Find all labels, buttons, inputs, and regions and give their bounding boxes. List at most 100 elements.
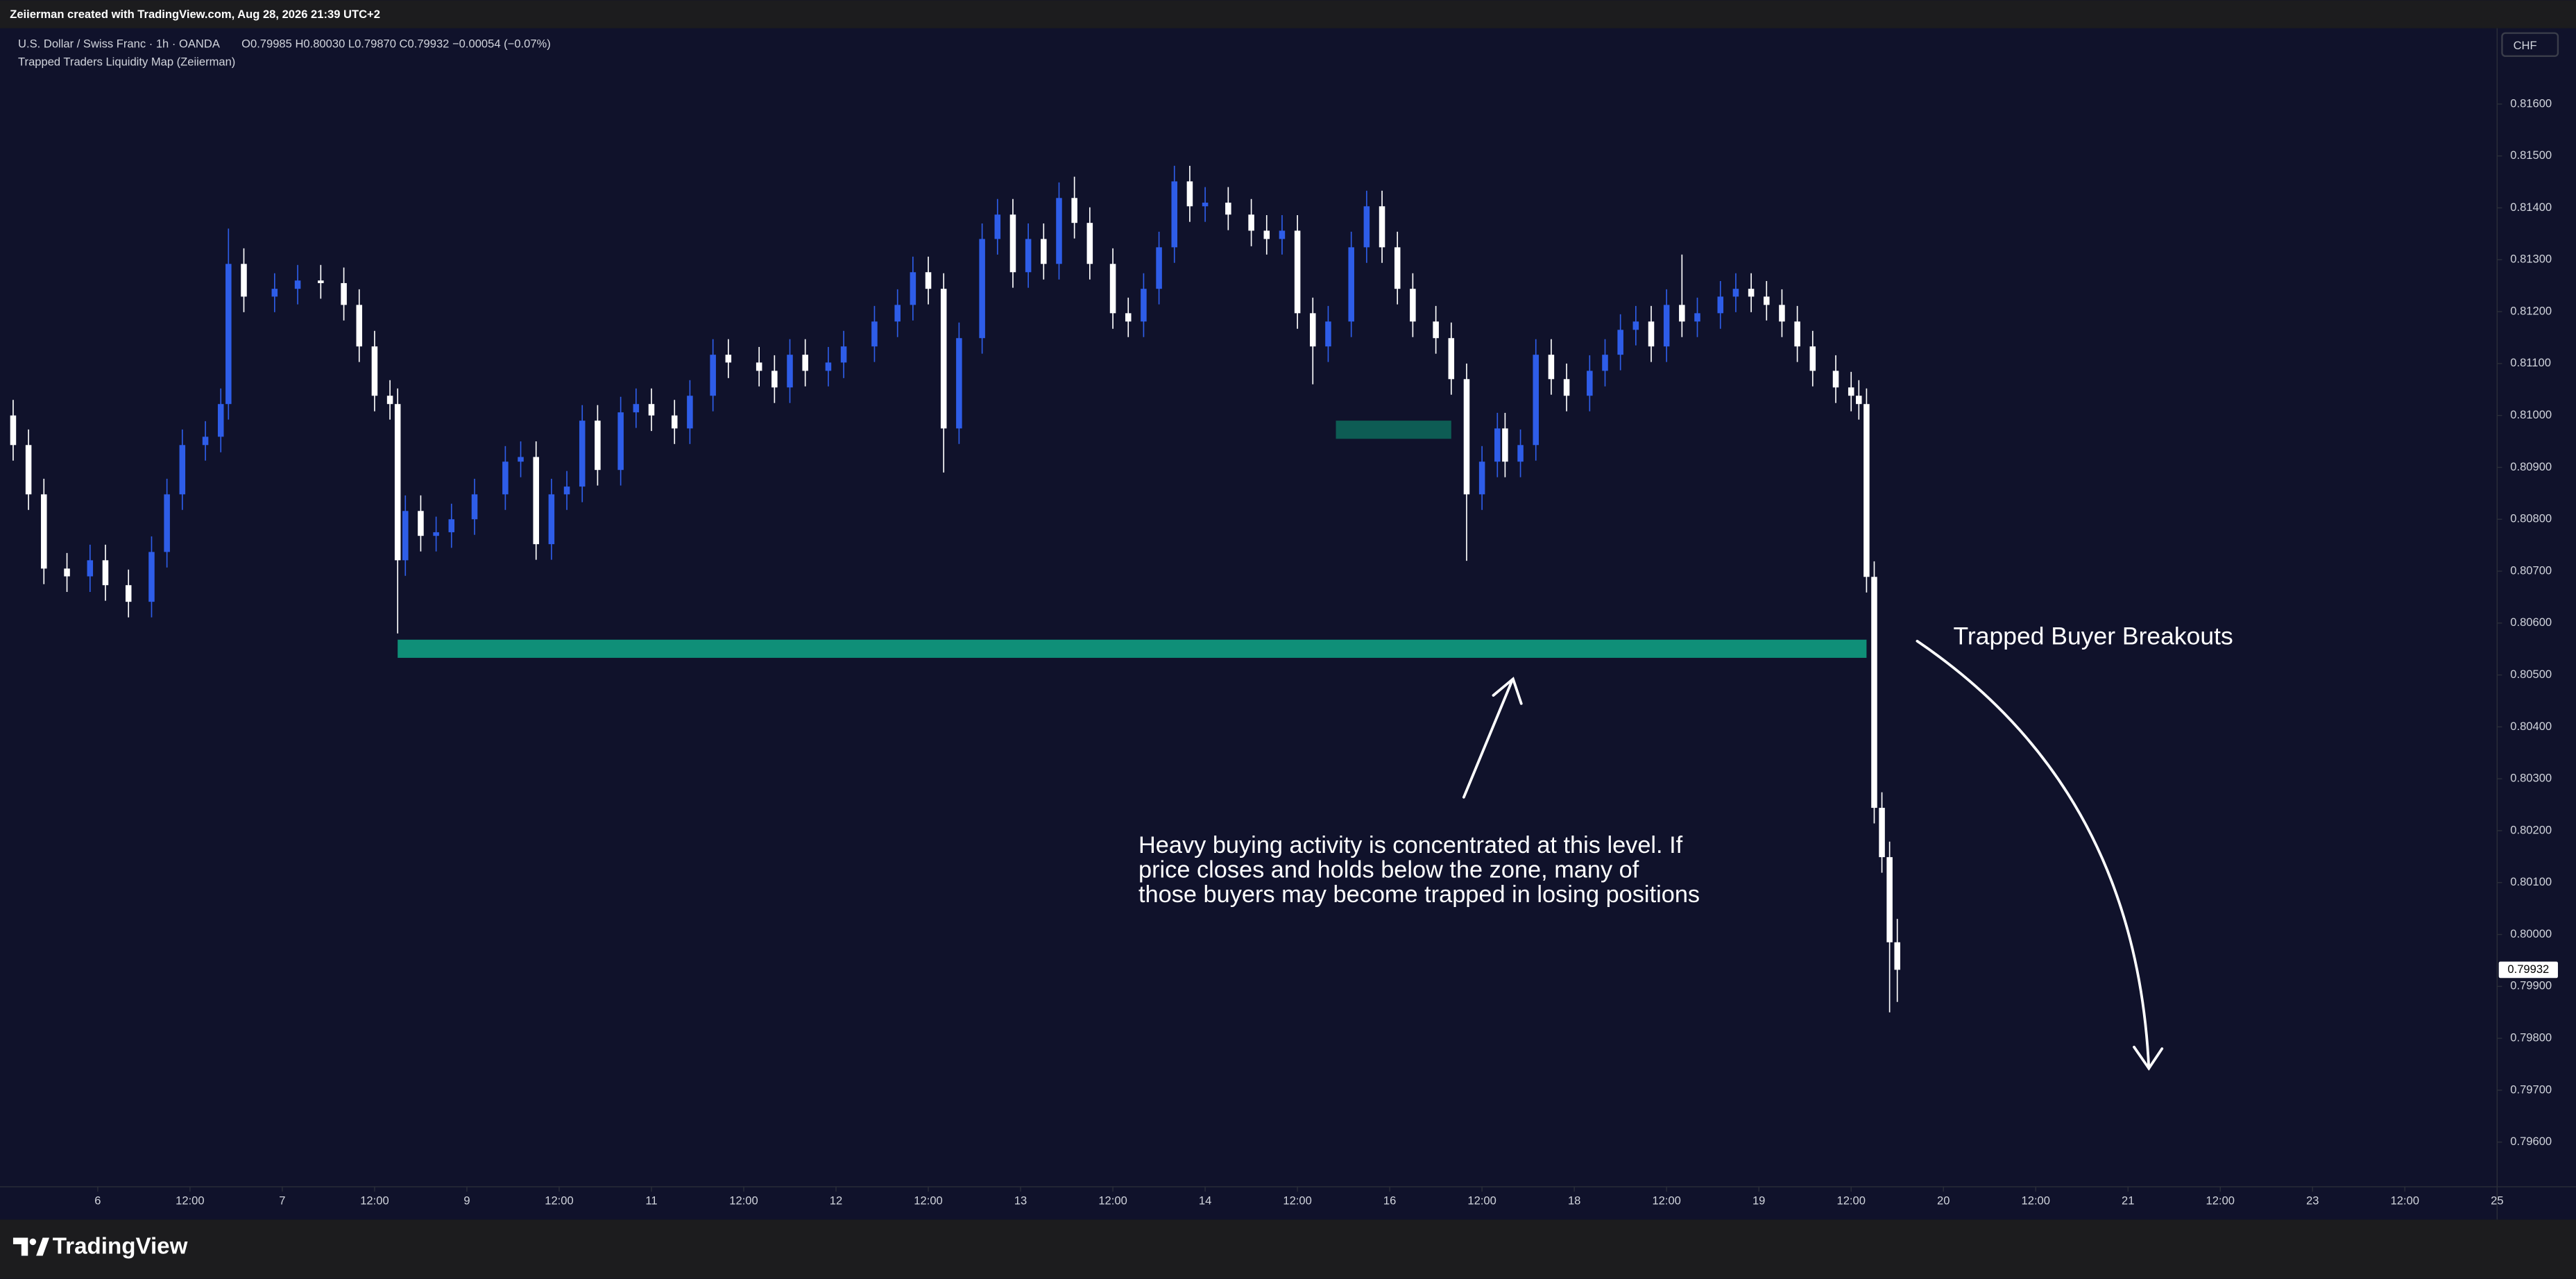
candle-body [1809, 346, 1816, 371]
candle-body [1009, 214, 1016, 273]
arrows [1462, 639, 2164, 1071]
y-tick-label: 0.81100 [2510, 356, 2551, 369]
candle-body [787, 355, 793, 388]
candle-body [1379, 206, 1385, 248]
candle-body [1141, 289, 1147, 322]
candle-body [1279, 230, 1286, 239]
candle-body [87, 560, 94, 577]
brand: TradingView [53, 1233, 188, 1259]
candle-body [471, 494, 478, 520]
x-tick-label: 16 [1383, 1194, 1396, 1208]
candle-body [756, 362, 762, 371]
candle-body [1779, 305, 1785, 322]
candle-body [1125, 313, 1132, 322]
arrow [1916, 639, 2151, 1070]
candle-body [1394, 247, 1401, 289]
candle-body [1310, 313, 1316, 347]
y-tick-label: 0.80000 [2510, 927, 2552, 940]
y-tick-label: 0.81600 [2510, 96, 2552, 110]
candle-body [1478, 461, 1485, 495]
candle-body [1832, 371, 1839, 388]
candle-body [648, 404, 655, 416]
candle-body [1263, 230, 1270, 239]
candle-body [1856, 396, 1862, 405]
annotation: Heavy buying activity is concentrated at… [1138, 832, 1683, 858]
x-tick-label: 12:00 [1098, 1194, 1127, 1208]
candle-body [241, 264, 247, 297]
candle-body [994, 214, 1001, 239]
candle-body [1663, 305, 1670, 347]
candle-body [1225, 203, 1231, 215]
candle-body [1617, 330, 1623, 355]
candle-body [871, 321, 878, 347]
candle-body [1648, 321, 1655, 347]
candle-body [710, 355, 716, 396]
candle-body [595, 421, 601, 471]
candle-body [1502, 428, 1508, 462]
candle-body [1025, 239, 1032, 273]
candle-body [1363, 206, 1370, 248]
candle-body [294, 280, 301, 289]
candle-body [1679, 305, 1685, 322]
candle-body [633, 404, 640, 413]
x-tick-label: 11 [645, 1194, 657, 1208]
y-tick-label: 0.80700 [2510, 564, 2552, 577]
y-tick-label: 0.79700 [2510, 1083, 2552, 1096]
indicator: Trapped Traders Liquidity Map (Zeiierman… [18, 56, 235, 69]
x-tick-label: 13 [1014, 1194, 1027, 1208]
candle-body [1463, 379, 1470, 495]
y-tick-label: 0.80200 [2510, 823, 2552, 836]
candle-body [356, 305, 363, 347]
candle-body [1325, 321, 1331, 347]
footer-bar [0, 1219, 2576, 1279]
candle-body [1171, 181, 1178, 248]
x-tick-label: 12:00 [1283, 1194, 1311, 1208]
candle-body [956, 338, 962, 429]
currency[interactable]: CHF [2514, 39, 2537, 52]
y-tick-label: 0.80400 [2510, 720, 2552, 733]
candle-body [1764, 296, 1770, 305]
candle-body [125, 585, 132, 602]
candle-body [1694, 313, 1700, 322]
candle-body [1494, 428, 1501, 462]
y-tick-label: 0.81400 [2510, 201, 2552, 214]
candle-body [25, 445, 32, 495]
y-tick-label: 0.80800 [2510, 512, 2552, 525]
x-tick-label: 12:00 [1836, 1194, 1865, 1208]
x-tick-label: 19 [1752, 1194, 1765, 1208]
candle-body [102, 560, 109, 586]
candle-body [1863, 404, 1870, 577]
x-tick-label: 6 [94, 1194, 101, 1208]
candle-body [910, 272, 916, 305]
candle-body [1748, 289, 1755, 297]
x-tick-label: 12:00 [2206, 1194, 2235, 1208]
x-tick-label: 20 [1937, 1194, 1950, 1208]
candle-body [771, 371, 778, 388]
x-tick-label: 18 [1568, 1194, 1580, 1208]
candle-body [1517, 445, 1524, 462]
candle-body [840, 346, 847, 363]
annotation: Trapped Buyer Breakouts [1954, 622, 2233, 650]
candle-body [1448, 338, 1455, 380]
annotation: those buyers may become trapped in losin… [1138, 881, 1700, 908]
candle-body [371, 346, 378, 396]
candle-body [1879, 808, 1885, 858]
x-tick-label: 23 [2306, 1194, 2319, 1208]
candle-body [1186, 181, 1193, 207]
candle-body [386, 396, 393, 405]
x-tick-label: 9 [463, 1194, 470, 1208]
candle-body [394, 404, 401, 561]
candle-body [925, 272, 932, 289]
arrow [1462, 681, 1513, 799]
currency-box[interactable] [2501, 32, 2559, 58]
candle-body [502, 461, 509, 495]
y-tick-label: 0.81000 [2510, 408, 2552, 421]
candle-body [563, 486, 570, 495]
candle-body [179, 445, 186, 495]
y-tick-label: 0.80500 [2510, 668, 2552, 681]
x-tick-label: 7 [279, 1194, 285, 1208]
liquidity-zone [398, 639, 1867, 658]
ohlc: O0.79985 H0.80030 L0.79870 C0.79932 −0.0… [241, 37, 551, 51]
candle-body [64, 568, 70, 577]
candle-body [1410, 289, 1416, 322]
